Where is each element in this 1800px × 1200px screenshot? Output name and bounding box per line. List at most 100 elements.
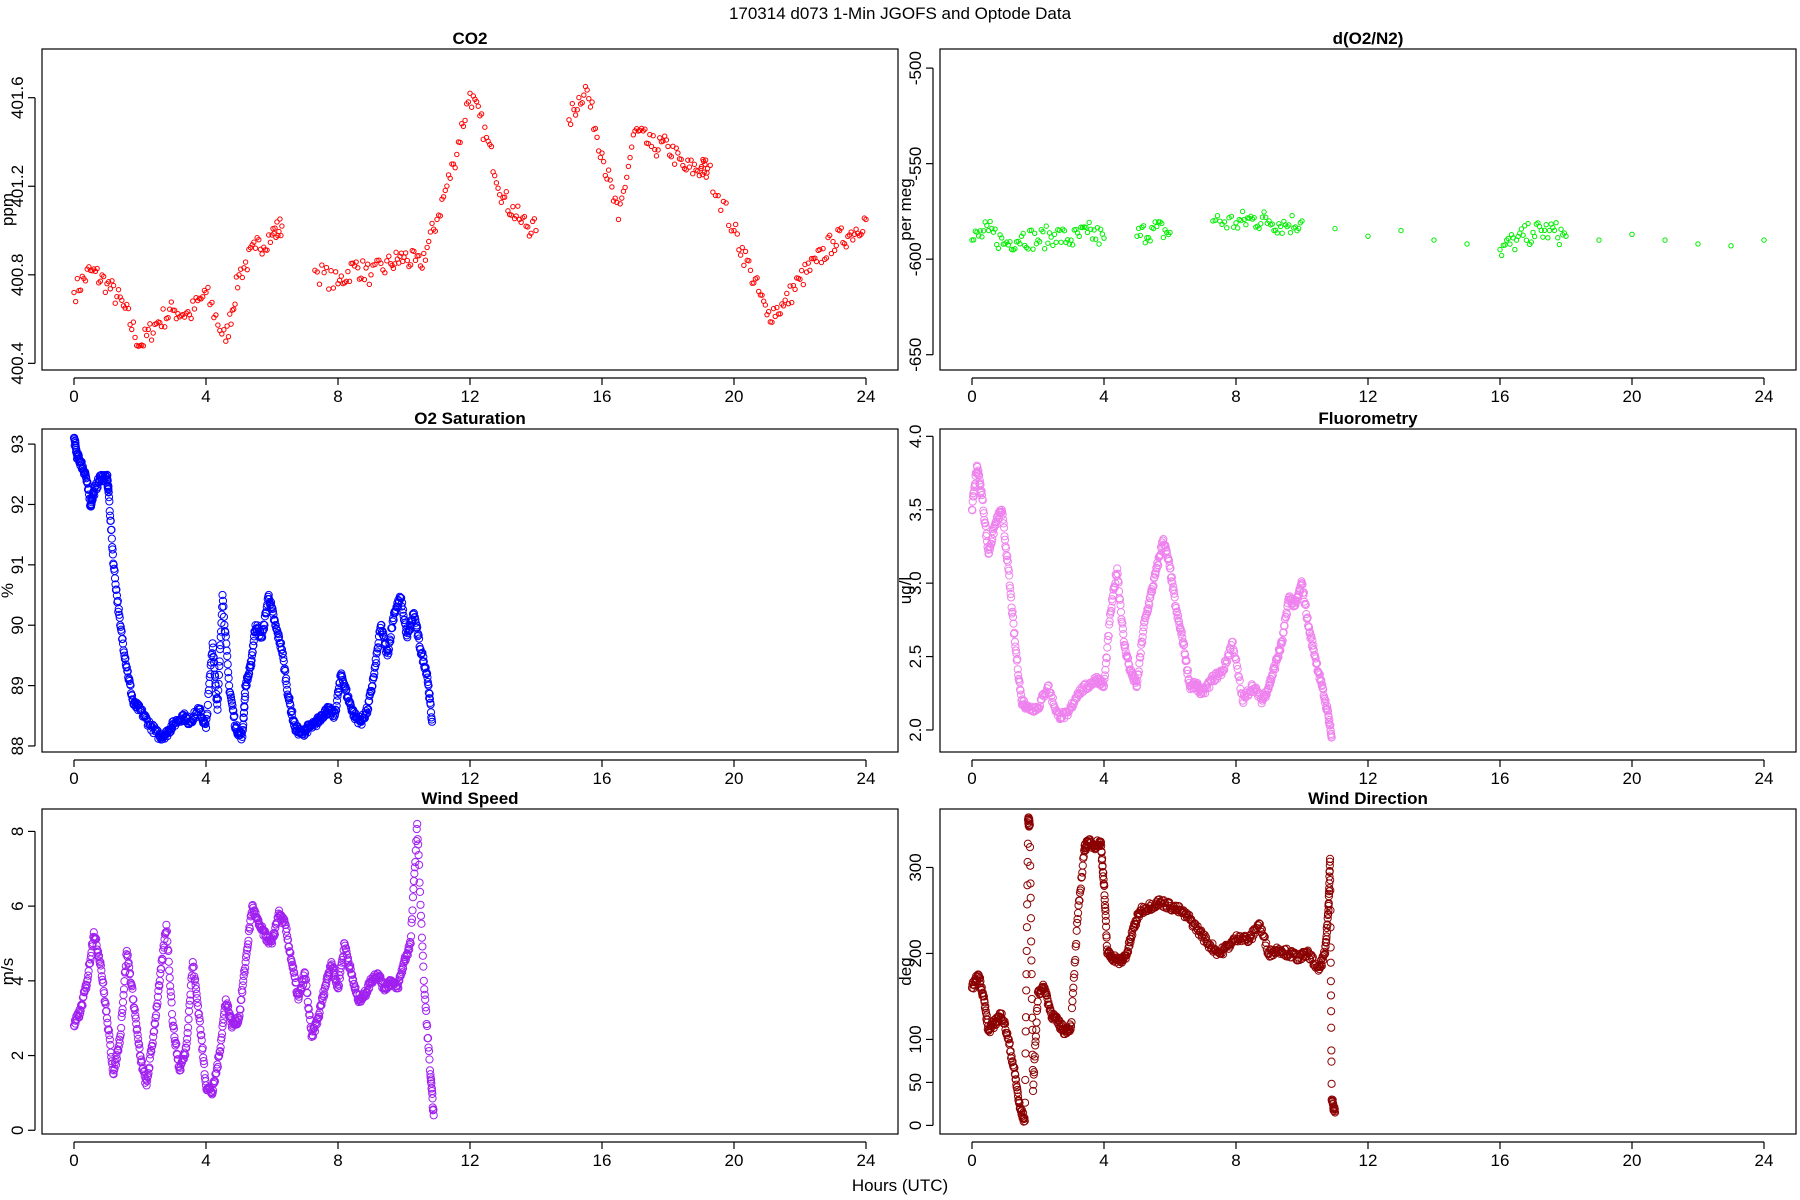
fluor-data-point xyxy=(1167,573,1176,582)
co2-data-point xyxy=(82,278,89,284)
o2sat-y-tick-label: 89 xyxy=(8,676,27,695)
o2sat-data-point xyxy=(201,723,211,732)
co2-data-point xyxy=(572,112,579,118)
wdir-data-point xyxy=(1030,1055,1039,1064)
co2-data-point xyxy=(597,154,604,161)
wspd-data-point xyxy=(79,992,88,1001)
wdir-data-point xyxy=(1075,896,1084,905)
o2n2-data-point xyxy=(1050,242,1056,249)
wspd-data-point xyxy=(305,1010,314,1020)
co2-data-point xyxy=(726,222,732,229)
wspd-x-tick-label: 16 xyxy=(593,1151,612,1170)
co2-data-point xyxy=(513,213,519,219)
co2-data-point xyxy=(650,133,656,139)
wspd-data-point xyxy=(424,1043,433,1052)
co2-data-point xyxy=(586,95,592,102)
o2n2-y-tick-label: -500 xyxy=(906,51,925,85)
fluor-data-point xyxy=(999,519,1008,528)
co2-data-point xyxy=(424,244,430,251)
wdir-data-point xyxy=(1099,875,1108,884)
wspd-data-point xyxy=(172,1040,181,1049)
o2n2-data-point xyxy=(1007,239,1013,245)
wspd-data-point xyxy=(162,927,171,936)
o2sat-data-point xyxy=(103,471,112,480)
co2-data-point xyxy=(528,230,534,236)
wspd-data-point xyxy=(419,962,428,971)
o2sat-data-point xyxy=(418,648,427,657)
co2-data-point xyxy=(384,258,390,264)
co2-data-point xyxy=(851,231,858,237)
co2-data-point xyxy=(437,213,443,219)
wdir-data-point xyxy=(1072,926,1081,935)
wspd-data-point xyxy=(282,927,291,936)
co2-data-point xyxy=(690,170,696,177)
co2-data-point xyxy=(688,157,694,163)
o2n2-data-point xyxy=(1728,243,1734,249)
fluor-data-point xyxy=(1101,665,1110,674)
o2n2-data-point xyxy=(1251,214,1257,221)
wspd-data-point xyxy=(424,1046,434,1056)
fluor-data-point xyxy=(1115,595,1125,604)
o2n2-data-point xyxy=(1555,235,1561,241)
co2-data-point xyxy=(372,261,378,268)
fluor-data-point xyxy=(1082,685,1091,694)
fluor-data-point xyxy=(1314,669,1324,678)
fluor-data-point xyxy=(1303,613,1312,622)
wspd-data-point xyxy=(415,878,424,887)
fluor-data-point xyxy=(1005,571,1014,580)
fluor-data-point xyxy=(999,515,1008,524)
o2n2-data-point xyxy=(1086,219,1092,226)
wspd-data-point xyxy=(198,1043,207,1053)
wspd-data-point xyxy=(165,973,174,982)
co2-data-point xyxy=(130,319,137,325)
fluor-data-point xyxy=(1280,621,1289,630)
o2n2-data-point xyxy=(987,218,993,225)
o2n2-y-tick-label: -650 xyxy=(906,338,925,372)
co2-data-point xyxy=(807,267,813,273)
fluor-data-point xyxy=(1010,637,1020,646)
fluor-data-point xyxy=(1107,603,1116,612)
co2-data-point xyxy=(594,134,600,140)
o2sat-data-point xyxy=(243,675,252,684)
o2sat-data-point xyxy=(264,590,273,600)
fluor-x-tick-label: 20 xyxy=(1623,769,1642,788)
wspd-data-point xyxy=(419,976,428,985)
o2sat-data-point xyxy=(379,628,388,637)
wdir-data-point xyxy=(1326,977,1335,986)
co2-data-point xyxy=(734,231,740,237)
o2n2-data-point xyxy=(1502,242,1508,248)
wspd-data-point xyxy=(312,1015,321,1024)
wdir-data-point xyxy=(1330,1108,1340,1117)
wspd-data-point xyxy=(76,1006,85,1015)
fluor-data-point xyxy=(1007,603,1016,612)
o2sat-data-point xyxy=(332,701,341,710)
wspd-data-point xyxy=(280,915,289,924)
o2sat-data-point xyxy=(107,525,116,534)
co2-data-point xyxy=(712,192,719,199)
wdir-data-point xyxy=(1068,989,1077,998)
wspd-data-point xyxy=(186,990,195,999)
co2-data-point xyxy=(203,289,209,296)
co2-data-point xyxy=(165,315,171,321)
wdir-data-point xyxy=(1322,923,1331,933)
wspd-data-point xyxy=(80,986,89,995)
o2sat-data-point xyxy=(398,605,408,614)
o2n2-x-tick-label: 24 xyxy=(1755,387,1774,406)
wdir-data-point xyxy=(1011,1070,1020,1079)
fluor-data-point xyxy=(1180,650,1190,659)
wspd-data-point xyxy=(287,958,296,967)
wspd-data-point xyxy=(199,1053,208,1062)
wspd-data-point xyxy=(195,1014,204,1023)
co2-data-point xyxy=(831,247,838,254)
o2sat-data-point xyxy=(206,670,215,679)
co2-x-tick-label: 24 xyxy=(857,387,876,406)
wspd-data-point xyxy=(274,906,284,915)
o2n2-data-point xyxy=(980,228,987,234)
o2n2-data-point xyxy=(1167,229,1173,236)
fluor-data-point xyxy=(1105,620,1114,629)
fluor-data-point xyxy=(968,497,977,506)
o2n2-x-tick-label: 8 xyxy=(1231,387,1240,406)
wdir-data-point xyxy=(1021,1027,1030,1036)
wdir-data-point xyxy=(1100,891,1109,900)
o2sat-data-point xyxy=(203,709,212,718)
